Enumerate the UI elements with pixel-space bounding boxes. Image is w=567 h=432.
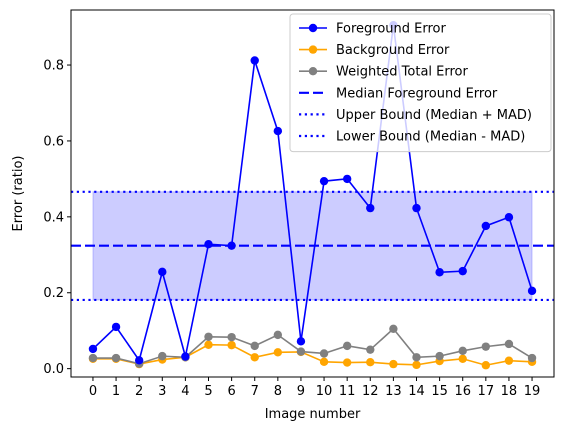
background-error-point-16 xyxy=(458,354,467,363)
foreground-error-point-5 xyxy=(204,239,213,249)
foreground-error-point-11 xyxy=(342,174,352,184)
weighted-total-error-point-9 xyxy=(296,347,306,356)
x-axis-ticks: 0 1 2 3 4 5 6 7 8 9 10 11 12 13 14 15 16 17 18 19 xyxy=(89,377,541,399)
background-error-point-18 xyxy=(504,356,514,365)
weighted-total-error-point-10 xyxy=(319,349,329,358)
legend: Foreground Error Background Error Weighted… xyxy=(289,13,552,153)
background-error-point-17 xyxy=(481,361,491,370)
x-axis-label: Image number xyxy=(265,407,361,422)
background-error-point-13 xyxy=(389,359,398,369)
y-tick-label-1: 0.2 xyxy=(43,286,64,301)
background-error-point-6 xyxy=(227,340,236,350)
y-axis-ticks: 0.0 0.2 0.4 0.6 0.8 xyxy=(43,59,71,377)
x-tick-label-18: 18 xyxy=(501,384,518,399)
x-tick-label-16: 16 xyxy=(454,384,471,399)
y-tick-label-4: 0.8 xyxy=(43,59,64,74)
background-error-point-11 xyxy=(342,358,352,367)
foreground-error-point-1 xyxy=(111,322,121,332)
weighted-total-error-point-19 xyxy=(527,353,537,363)
weighted-total-error-point-7 xyxy=(250,341,259,351)
weighted-total-error-point-14 xyxy=(412,353,421,362)
foreground-error-point-18 xyxy=(504,213,514,222)
foreground-error-point-8 xyxy=(273,126,283,136)
foreground-error-point-16 xyxy=(458,266,467,276)
background-error-point-5 xyxy=(204,340,213,349)
x-tick-label-0: 0 xyxy=(89,384,97,399)
x-tick-label-1: 1 xyxy=(112,384,120,399)
weighted-total-error-point-3 xyxy=(158,351,167,361)
foreground-error-point-15 xyxy=(435,268,444,277)
y-tick-label-0: 0.0 xyxy=(43,362,64,377)
background-error-point-10 xyxy=(319,357,329,367)
weighted-total-error-point-12 xyxy=(366,345,375,354)
background-error-point-7 xyxy=(250,353,259,362)
background-error-point-14 xyxy=(412,360,421,370)
foreground-error-point-12 xyxy=(366,203,375,213)
weighted-total-error-point-5 xyxy=(204,332,213,341)
x-tick-label-12: 12 xyxy=(362,384,379,399)
background-error-point-12 xyxy=(366,357,375,367)
foreground-error-point-4 xyxy=(181,352,190,361)
weighted-total-error-point-16 xyxy=(458,346,467,356)
x-tick-label-17: 17 xyxy=(478,384,495,399)
x-tick-label-19: 19 xyxy=(524,384,541,399)
foreground-error-point-6 xyxy=(227,241,236,250)
legend-marker-weighted-total-error xyxy=(308,67,318,76)
foreground-error-point-2 xyxy=(134,356,144,365)
x-tick-label-5: 5 xyxy=(204,384,212,399)
reference-lines-layer xyxy=(71,190,554,302)
legend-label-background-error: Background Error xyxy=(336,43,450,58)
legend-label-lower-bound-median-mad-: Lower Bound (Median - MAD) xyxy=(336,130,525,145)
x-tick-label-4: 4 xyxy=(181,384,189,399)
x-tick-label-3: 3 xyxy=(158,384,166,399)
legend-label-weighted-total-error: Weighted Total Error xyxy=(336,65,469,80)
weighted-total-error-point-13 xyxy=(389,324,398,334)
x-tick-label-8: 8 xyxy=(274,384,282,399)
series-layer xyxy=(88,20,537,370)
foreground-error-point-7 xyxy=(250,56,259,65)
x-tick-label-6: 6 xyxy=(227,384,235,399)
foreground-error-point-3 xyxy=(158,267,167,277)
legend-box xyxy=(289,13,552,153)
foreground-error-point-19 xyxy=(527,286,537,296)
y-tick-label-2: 0.4 xyxy=(43,210,64,225)
weighted-total-error-point-11 xyxy=(342,341,352,351)
foreground-error-point-9 xyxy=(296,337,306,346)
plot-frame xyxy=(70,9,555,378)
weighted-total-error-point-18 xyxy=(504,339,514,349)
weighted-total-error-point-8 xyxy=(273,330,283,340)
x-tick-label-7: 7 xyxy=(251,384,259,399)
foreground-error-point-17 xyxy=(481,221,491,231)
y-tick-label-3: 0.6 xyxy=(43,134,64,149)
legend-marker-foreground-error xyxy=(308,23,318,33)
weighted-total-error-point-0 xyxy=(88,353,98,363)
weighted-total-error-point-17 xyxy=(481,342,491,351)
legend-label-median-foreground-error: Median Foreground Error xyxy=(336,86,498,101)
foreground-error-point-14 xyxy=(412,203,421,213)
x-tick-label-11: 11 xyxy=(339,384,356,399)
weighted-total-error-point-1 xyxy=(111,353,121,363)
x-tick-label-10: 10 xyxy=(316,384,333,399)
legend-label-foreground-error: Foreground Error xyxy=(336,22,446,37)
legend-label-upper-bound-median-mad-: Upper Bound (Median + MAD) xyxy=(336,108,532,123)
x-tick-label-15: 15 xyxy=(431,384,448,399)
x-tick-label-14: 14 xyxy=(408,384,425,399)
weighted-total-error-point-15 xyxy=(435,351,444,361)
x-tick-label-2: 2 xyxy=(135,384,143,399)
weighted-total-error-point-6 xyxy=(227,332,236,342)
x-tick-label-13: 13 xyxy=(385,384,402,399)
foreground-error-point-10 xyxy=(319,176,329,186)
y-axis-label: Error (ratio) xyxy=(11,156,26,232)
background-error-point-8 xyxy=(273,348,283,357)
legend-marker-background-error xyxy=(308,45,318,54)
x-tick-label-9: 9 xyxy=(297,384,305,399)
foreground-error-point-0 xyxy=(88,344,98,354)
